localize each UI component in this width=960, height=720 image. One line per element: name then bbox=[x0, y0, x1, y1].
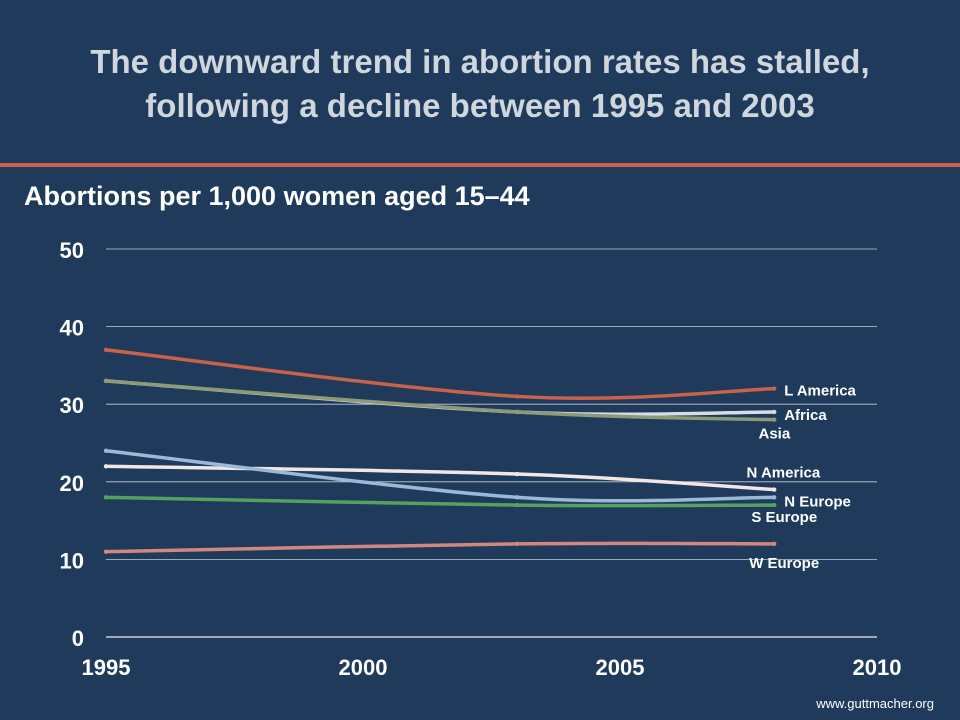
y-tick-label: 40 bbox=[60, 316, 84, 341]
y-tick-label: 30 bbox=[60, 393, 84, 418]
data-point-asia bbox=[103, 378, 109, 384]
chart-title: The downward trend in abortion rates has… bbox=[90, 43, 870, 124]
data-point-n-america bbox=[772, 487, 777, 492]
series-label-s-europe: S Europe bbox=[751, 509, 817, 526]
series-label-asia: Asia bbox=[759, 426, 791, 443]
data-point-l-america bbox=[103, 347, 109, 353]
series-label-w-europe: W Europe bbox=[749, 555, 819, 572]
series-line-n-europe bbox=[105, 449, 775, 503]
data-point-n-europe bbox=[772, 495, 777, 500]
data-point-w-europe bbox=[515, 541, 520, 547]
y-tick-label: 50 bbox=[60, 238, 84, 263]
series-label-n-europe: N Europe bbox=[784, 493, 851, 510]
x-axis-ticks: 1995 2000 2005 2010 bbox=[82, 655, 902, 680]
series-label-africa: Africa bbox=[784, 407, 827, 424]
data-point-w-europe bbox=[772, 541, 777, 547]
series-line-w-europe bbox=[105, 541, 775, 554]
y-tick-label: 0 bbox=[72, 626, 84, 651]
y-tick-label: 20 bbox=[60, 471, 84, 496]
series-label-n-america: N America bbox=[747, 465, 821, 482]
data-point-l-america bbox=[515, 394, 520, 399]
y-axis-ticks: 0 10 20 30 40 50 bbox=[60, 238, 84, 651]
data-point-n-europe bbox=[515, 495, 520, 500]
grid-lines bbox=[106, 248, 877, 638]
series-line-s-europe bbox=[105, 495, 775, 508]
data-point-l-america bbox=[772, 386, 777, 391]
x-tick-label: 2005 bbox=[596, 655, 645, 680]
series-line-asia bbox=[105, 379, 775, 422]
data-point-n-america bbox=[515, 471, 520, 477]
data-point-s-europe bbox=[515, 502, 520, 508]
series-lines bbox=[103, 347, 777, 554]
series-line-africa bbox=[105, 379, 775, 417]
title-divider bbox=[0, 163, 960, 167]
series-label-l-america: L America bbox=[784, 383, 856, 400]
chart-subtitle: Abortions per 1,000 women aged 15–44 bbox=[24, 181, 530, 211]
series-line-l-america bbox=[105, 348, 775, 400]
data-point-asia bbox=[515, 409, 520, 415]
y-tick-label: 10 bbox=[60, 548, 84, 573]
series-line-n-america bbox=[105, 464, 775, 492]
data-point-africa bbox=[772, 409, 777, 415]
data-point-s-europe bbox=[103, 495, 109, 500]
data-point-w-europe bbox=[103, 549, 109, 554]
data-point-n-america bbox=[103, 464, 109, 469]
x-tick-label: 2000 bbox=[339, 655, 388, 680]
data-point-s-europe bbox=[772, 502, 777, 508]
source-url: www.guttmacher.org bbox=[816, 696, 934, 711]
data-point-n-europe bbox=[103, 448, 109, 453]
data-point-asia bbox=[772, 417, 777, 422]
x-tick-label: 2010 bbox=[853, 655, 902, 680]
x-tick-label: 1995 bbox=[82, 655, 131, 680]
